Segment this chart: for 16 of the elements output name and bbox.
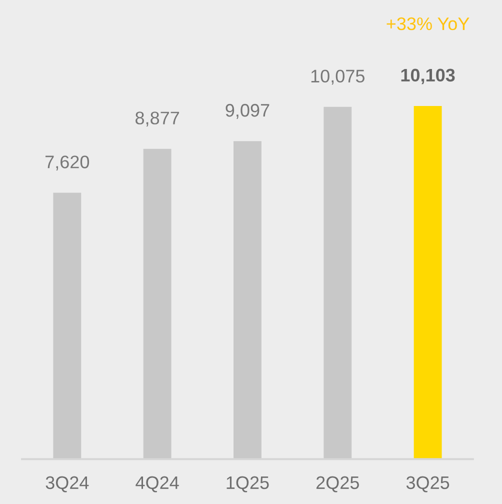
data-label: 10,103 [401, 68, 455, 84]
bar [234, 141, 262, 460]
data-label: 8,877 [136, 112, 180, 127]
data-label: 7,620 [46, 156, 90, 170]
x-tick-label: 2Q25 [316, 476, 359, 492]
bar [53, 192, 82, 460]
x-tick-label: 3Q24 [46, 476, 89, 492]
x-tick-label: 3Q25 [406, 476, 450, 492]
bar [324, 106, 352, 460]
bar [143, 148, 172, 460]
text: +33% YoY [386, 17, 470, 30]
data-label: 10,075 [311, 70, 365, 85]
bar [414, 106, 442, 460]
data-label: 9,097 [226, 104, 270, 119]
x-tick-label: 4Q24 [136, 476, 179, 492]
x-tick-label: 1Q25 [226, 476, 269, 492]
